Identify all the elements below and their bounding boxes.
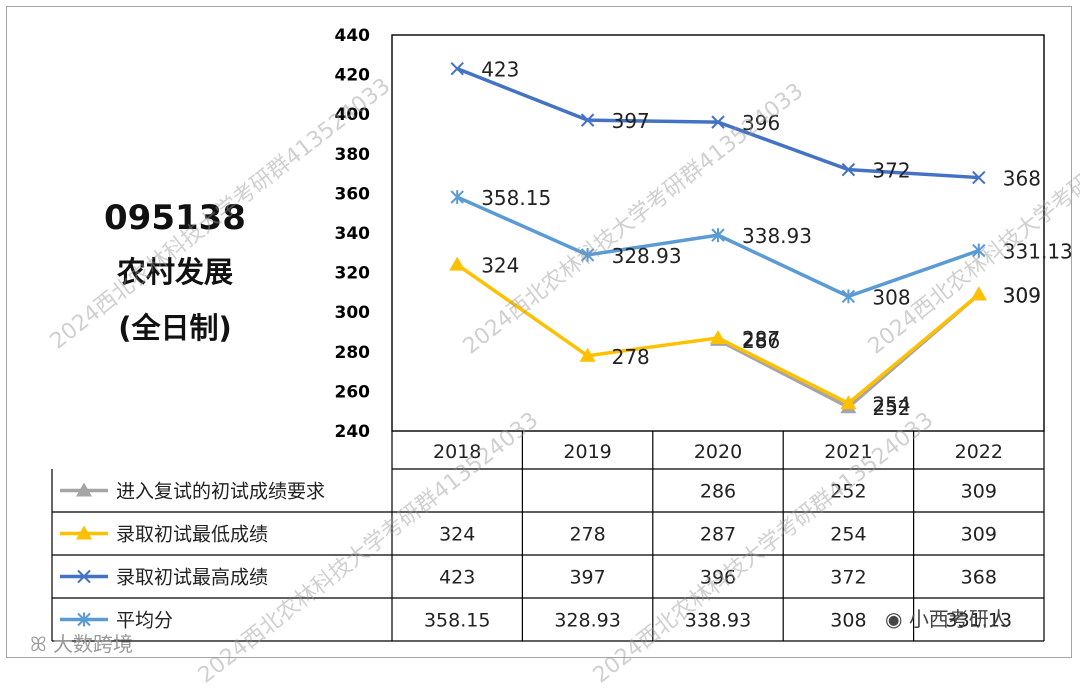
data-point (711, 115, 725, 129)
y-tick-label: 260 (335, 382, 371, 402)
data-label: 396 (742, 111, 780, 135)
x-tick-label: 2020 (694, 441, 742, 463)
data-point (579, 347, 596, 362)
x-tick-label: 2018 (433, 441, 481, 463)
data-point (972, 170, 986, 185)
brand-right-text: 小西考研人 (908, 607, 1009, 631)
table-cell: 287 (700, 524, 736, 546)
data-point (450, 190, 464, 205)
data-point (580, 247, 595, 262)
legend-label: 录取初试最低成绩 (116, 524, 268, 546)
major-code: 095138 (104, 198, 246, 238)
table-cell: 396 (700, 567, 736, 589)
legend-key-marker (76, 525, 92, 540)
y-tick-label: 240 (335, 422, 371, 442)
table-cell: 308 (830, 610, 866, 632)
table-cell: 372 (830, 567, 866, 589)
y-tick-label: 320 (335, 264, 371, 284)
data-label: 331.13 (1003, 240, 1073, 264)
table-cell: 309 (961, 524, 997, 546)
table-cell: 328.93 (554, 610, 620, 632)
chart-title-block: 095138 农村发展 (全日制) (70, 192, 280, 356)
legend-key-marker (77, 569, 91, 584)
legend-key-marker (77, 612, 91, 627)
chart-frame (6, 6, 1072, 658)
data-label: 328.93 (612, 244, 682, 268)
legend-label: 进入复试的初试成绩要求 (116, 481, 325, 503)
table-cell: 278 (569, 524, 605, 546)
data-label: 252 (872, 396, 910, 420)
table-cell: 397 (569, 567, 605, 589)
data-point (450, 61, 464, 76)
data-point (711, 228, 725, 243)
y-tick-label: 400 (335, 105, 371, 125)
data-point (841, 162, 856, 177)
wechat-icon: ◉ (885, 607, 909, 631)
y-tick-label: 440 (335, 26, 371, 46)
data-label: 423 (481, 58, 519, 82)
table-cell: 286 (700, 481, 736, 503)
table-cell: 309 (961, 481, 997, 503)
data-point (972, 243, 986, 258)
table-cell: 254 (830, 524, 866, 546)
data-point (841, 289, 856, 304)
y-tick-label: 420 (335, 66, 371, 86)
x-tick-label: 2022 (955, 441, 1003, 463)
table-cell: 358.15 (424, 610, 490, 632)
y-tick-label: 360 (335, 184, 371, 204)
major-name: 农村发展 (116, 255, 233, 289)
data-label: 308 (872, 285, 910, 309)
table-cell: 331.13 (946, 610, 1012, 632)
table-cell: 338.93 (685, 610, 751, 632)
table-cell: 324 (439, 524, 475, 546)
data-label: 287 (742, 327, 780, 351)
legend-label: 录取初试最高成绩 (116, 567, 268, 589)
x-tick-label: 2021 (824, 441, 872, 463)
data-label: 338.93 (742, 224, 812, 248)
data-point (970, 286, 987, 301)
data-label: 309 (1003, 283, 1041, 307)
data-label: 324 (481, 254, 519, 278)
data-label: 397 (612, 109, 650, 133)
y-tick-label: 340 (335, 224, 371, 244)
data-label: 286 (742, 329, 780, 353)
legend-label: 平均分 (116, 610, 173, 632)
data-label: 368 (1003, 167, 1041, 191)
y-tick-label: 300 (335, 303, 371, 323)
table-cell: 252 (830, 481, 866, 503)
brand-right: ◉ 小西考研人 (885, 603, 1009, 632)
plot-area (391, 34, 1045, 432)
table-cell: 368 (961, 567, 997, 589)
data-label: 309 (1003, 283, 1041, 307)
data-label: 358.15 (481, 186, 551, 210)
data-point (449, 256, 466, 271)
brand-left-text: 大数跨境 (53, 632, 133, 656)
data-point (710, 329, 726, 344)
line-chart: 240 260 280 300 320 340 360 380 400 420 440 2018 201… (51, 26, 1073, 642)
y-tick-label: 380 (335, 145, 371, 165)
data-label: 372 (872, 159, 910, 183)
y-tick-label: 280 (335, 343, 371, 363)
legend-key-marker (76, 482, 92, 497)
data-point (580, 113, 595, 127)
data-label: 254 (872, 392, 910, 416)
brand-left-icon: ꕤ (30, 632, 53, 656)
data-point (840, 395, 857, 410)
x-tick-label: 2019 (563, 441, 611, 463)
data-label: 278 (612, 345, 650, 369)
table-cell: 423 (439, 567, 475, 589)
brand-left: ꕤ 大数跨境 (30, 628, 133, 657)
study-mode: (全日制) (118, 311, 232, 345)
